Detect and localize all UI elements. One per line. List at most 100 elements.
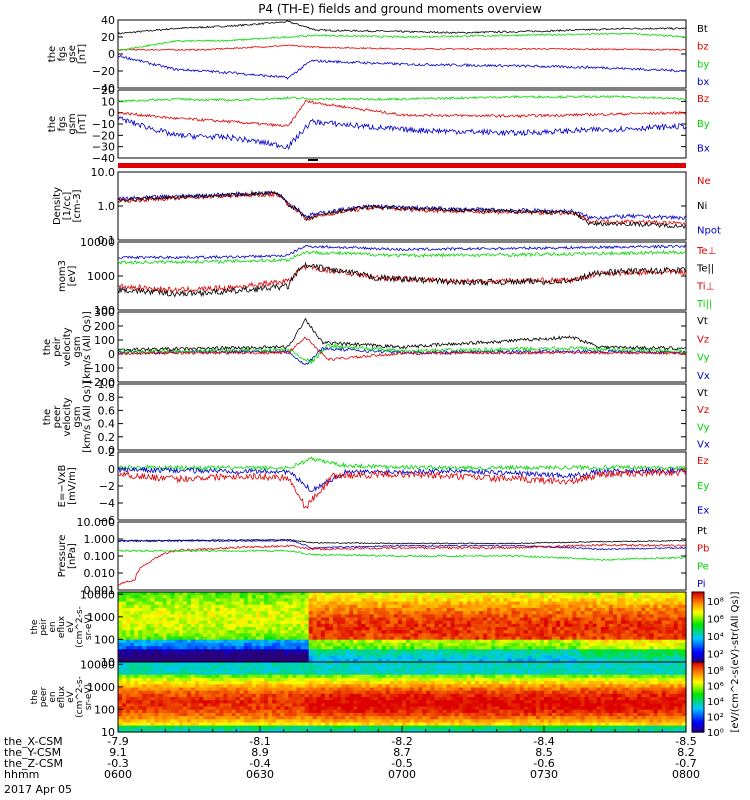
spectrogram-cell bbox=[353, 658, 358, 663]
spectrogram-cell bbox=[584, 592, 590, 596]
spectrogram-cell bbox=[621, 607, 626, 612]
spectrogram-cell bbox=[316, 684, 322, 689]
spectrogram-cell bbox=[552, 627, 557, 631]
spectrogram-cell bbox=[211, 681, 216, 685]
spectrogram-cell bbox=[552, 636, 557, 641]
spectrogram-cell bbox=[633, 611, 638, 615]
spectrogram-cell bbox=[361, 595, 367, 599]
y-axis-label: peir bbox=[52, 336, 63, 356]
spectrogram-cell bbox=[272, 703, 277, 708]
spectrogram-cell bbox=[215, 614, 221, 619]
spectrogram-cell bbox=[243, 690, 249, 695]
spectrogram-cell bbox=[389, 592, 395, 596]
spectrogram-cell bbox=[349, 681, 354, 685]
spectrogram-cell bbox=[118, 674, 123, 679]
spectrogram-cell bbox=[535, 630, 541, 634]
spectrogram-cell bbox=[324, 719, 330, 724]
spectrogram-cell bbox=[215, 681, 221, 685]
spectrogram-cell bbox=[264, 671, 269, 676]
spectrogram-cell bbox=[182, 595, 188, 599]
spectrogram-cell bbox=[158, 652, 164, 657]
spectrogram-cell bbox=[539, 649, 545, 654]
spectrogram-cell bbox=[385, 633, 391, 638]
spectrogram-cell bbox=[369, 607, 375, 612]
spectrogram-cell bbox=[276, 607, 281, 612]
spectrogram-cell bbox=[134, 677, 139, 682]
spectrogram-cell bbox=[353, 623, 358, 628]
spectrogram-cell bbox=[653, 607, 659, 612]
spectrogram-cell bbox=[418, 595, 423, 599]
spectrogram-cell bbox=[357, 703, 363, 708]
spectrogram-cell bbox=[572, 623, 578, 628]
spectrogram-cell bbox=[645, 646, 651, 650]
spectrogram-cell bbox=[341, 716, 346, 720]
spectrogram-cell bbox=[239, 607, 245, 612]
spectrogram-cell bbox=[637, 658, 642, 663]
spectrogram-cell bbox=[130, 662, 135, 666]
spectrogram-cell bbox=[150, 700, 156, 704]
spectrogram-cell bbox=[345, 658, 350, 663]
spectrogram-cell bbox=[422, 636, 427, 641]
spectrogram-cell bbox=[243, 722, 249, 727]
spectrogram-cell bbox=[292, 630, 298, 634]
spectrogram-cell bbox=[462, 633, 468, 638]
spectrogram-cell bbox=[304, 617, 310, 622]
spectrogram-cell bbox=[268, 671, 273, 676]
spectrogram-cell bbox=[292, 716, 298, 720]
spectrogram-cell bbox=[223, 681, 229, 685]
spectrogram-cell bbox=[134, 636, 139, 641]
spectrogram-cell bbox=[243, 649, 249, 654]
spectrogram-cell bbox=[268, 642, 273, 647]
spectrogram-cell bbox=[239, 674, 245, 679]
spectrogram-cell bbox=[397, 642, 403, 647]
spectrogram-cell bbox=[357, 636, 363, 641]
spectrogram-cell bbox=[604, 620, 610, 625]
spectrogram-cell bbox=[649, 658, 655, 663]
spectrogram-cell bbox=[345, 614, 350, 619]
spectrogram-cell bbox=[126, 677, 131, 682]
spectrogram-cell bbox=[272, 595, 277, 599]
spectrogram-cell bbox=[345, 728, 350, 733]
spectrogram-cell bbox=[138, 620, 143, 625]
spectrogram-cell bbox=[450, 611, 456, 615]
spectrogram-cell bbox=[166, 607, 172, 612]
spectrogram-cell bbox=[288, 655, 294, 660]
spectrogram-cell bbox=[284, 671, 289, 676]
spectrogram-cell bbox=[389, 623, 395, 628]
spectrogram-cell bbox=[629, 639, 634, 644]
y-axis-label: eV bbox=[66, 620, 76, 633]
spectrogram-cell bbox=[361, 617, 367, 622]
spectrogram-cell bbox=[146, 725, 152, 730]
spectrogram-cell bbox=[187, 617, 192, 622]
spectrogram-cell bbox=[389, 649, 395, 654]
spectrogram-cell bbox=[434, 627, 440, 631]
spectrogram-cell bbox=[677, 601, 683, 606]
spectrogram-cell bbox=[312, 617, 318, 622]
spectrogram-cell bbox=[373, 690, 379, 695]
spectrogram-cell bbox=[353, 700, 358, 704]
spectrogram-cell bbox=[158, 719, 164, 724]
spectrogram-cell bbox=[288, 646, 294, 650]
spectrogram-cell bbox=[272, 706, 277, 711]
spectrogram-cell bbox=[369, 639, 375, 644]
spectrogram-cell bbox=[617, 611, 622, 615]
spectrogram-cell bbox=[523, 620, 529, 625]
spectrogram-cell bbox=[377, 662, 383, 666]
spectrogram-cell bbox=[235, 630, 241, 634]
spectrogram-cell bbox=[134, 620, 139, 625]
spectrogram-cell bbox=[568, 601, 573, 606]
spectrogram-cell bbox=[280, 687, 285, 692]
spectrogram-cell bbox=[458, 658, 464, 663]
spectrogram-cell bbox=[251, 633, 257, 638]
spectrogram-cell bbox=[617, 649, 622, 654]
spectrogram-cell bbox=[320, 642, 326, 647]
spectrogram-cell bbox=[166, 725, 172, 730]
spectrogram-cell bbox=[381, 693, 387, 698]
spectrogram-cell bbox=[158, 728, 164, 733]
spectrogram-cell bbox=[182, 697, 188, 701]
spectrogram-cell bbox=[304, 620, 310, 625]
spectrogram-cell bbox=[389, 684, 395, 689]
y-tick-label: 1.000 bbox=[84, 533, 116, 546]
spectrogram-cell bbox=[126, 719, 131, 724]
spectrogram-cell bbox=[308, 709, 314, 714]
